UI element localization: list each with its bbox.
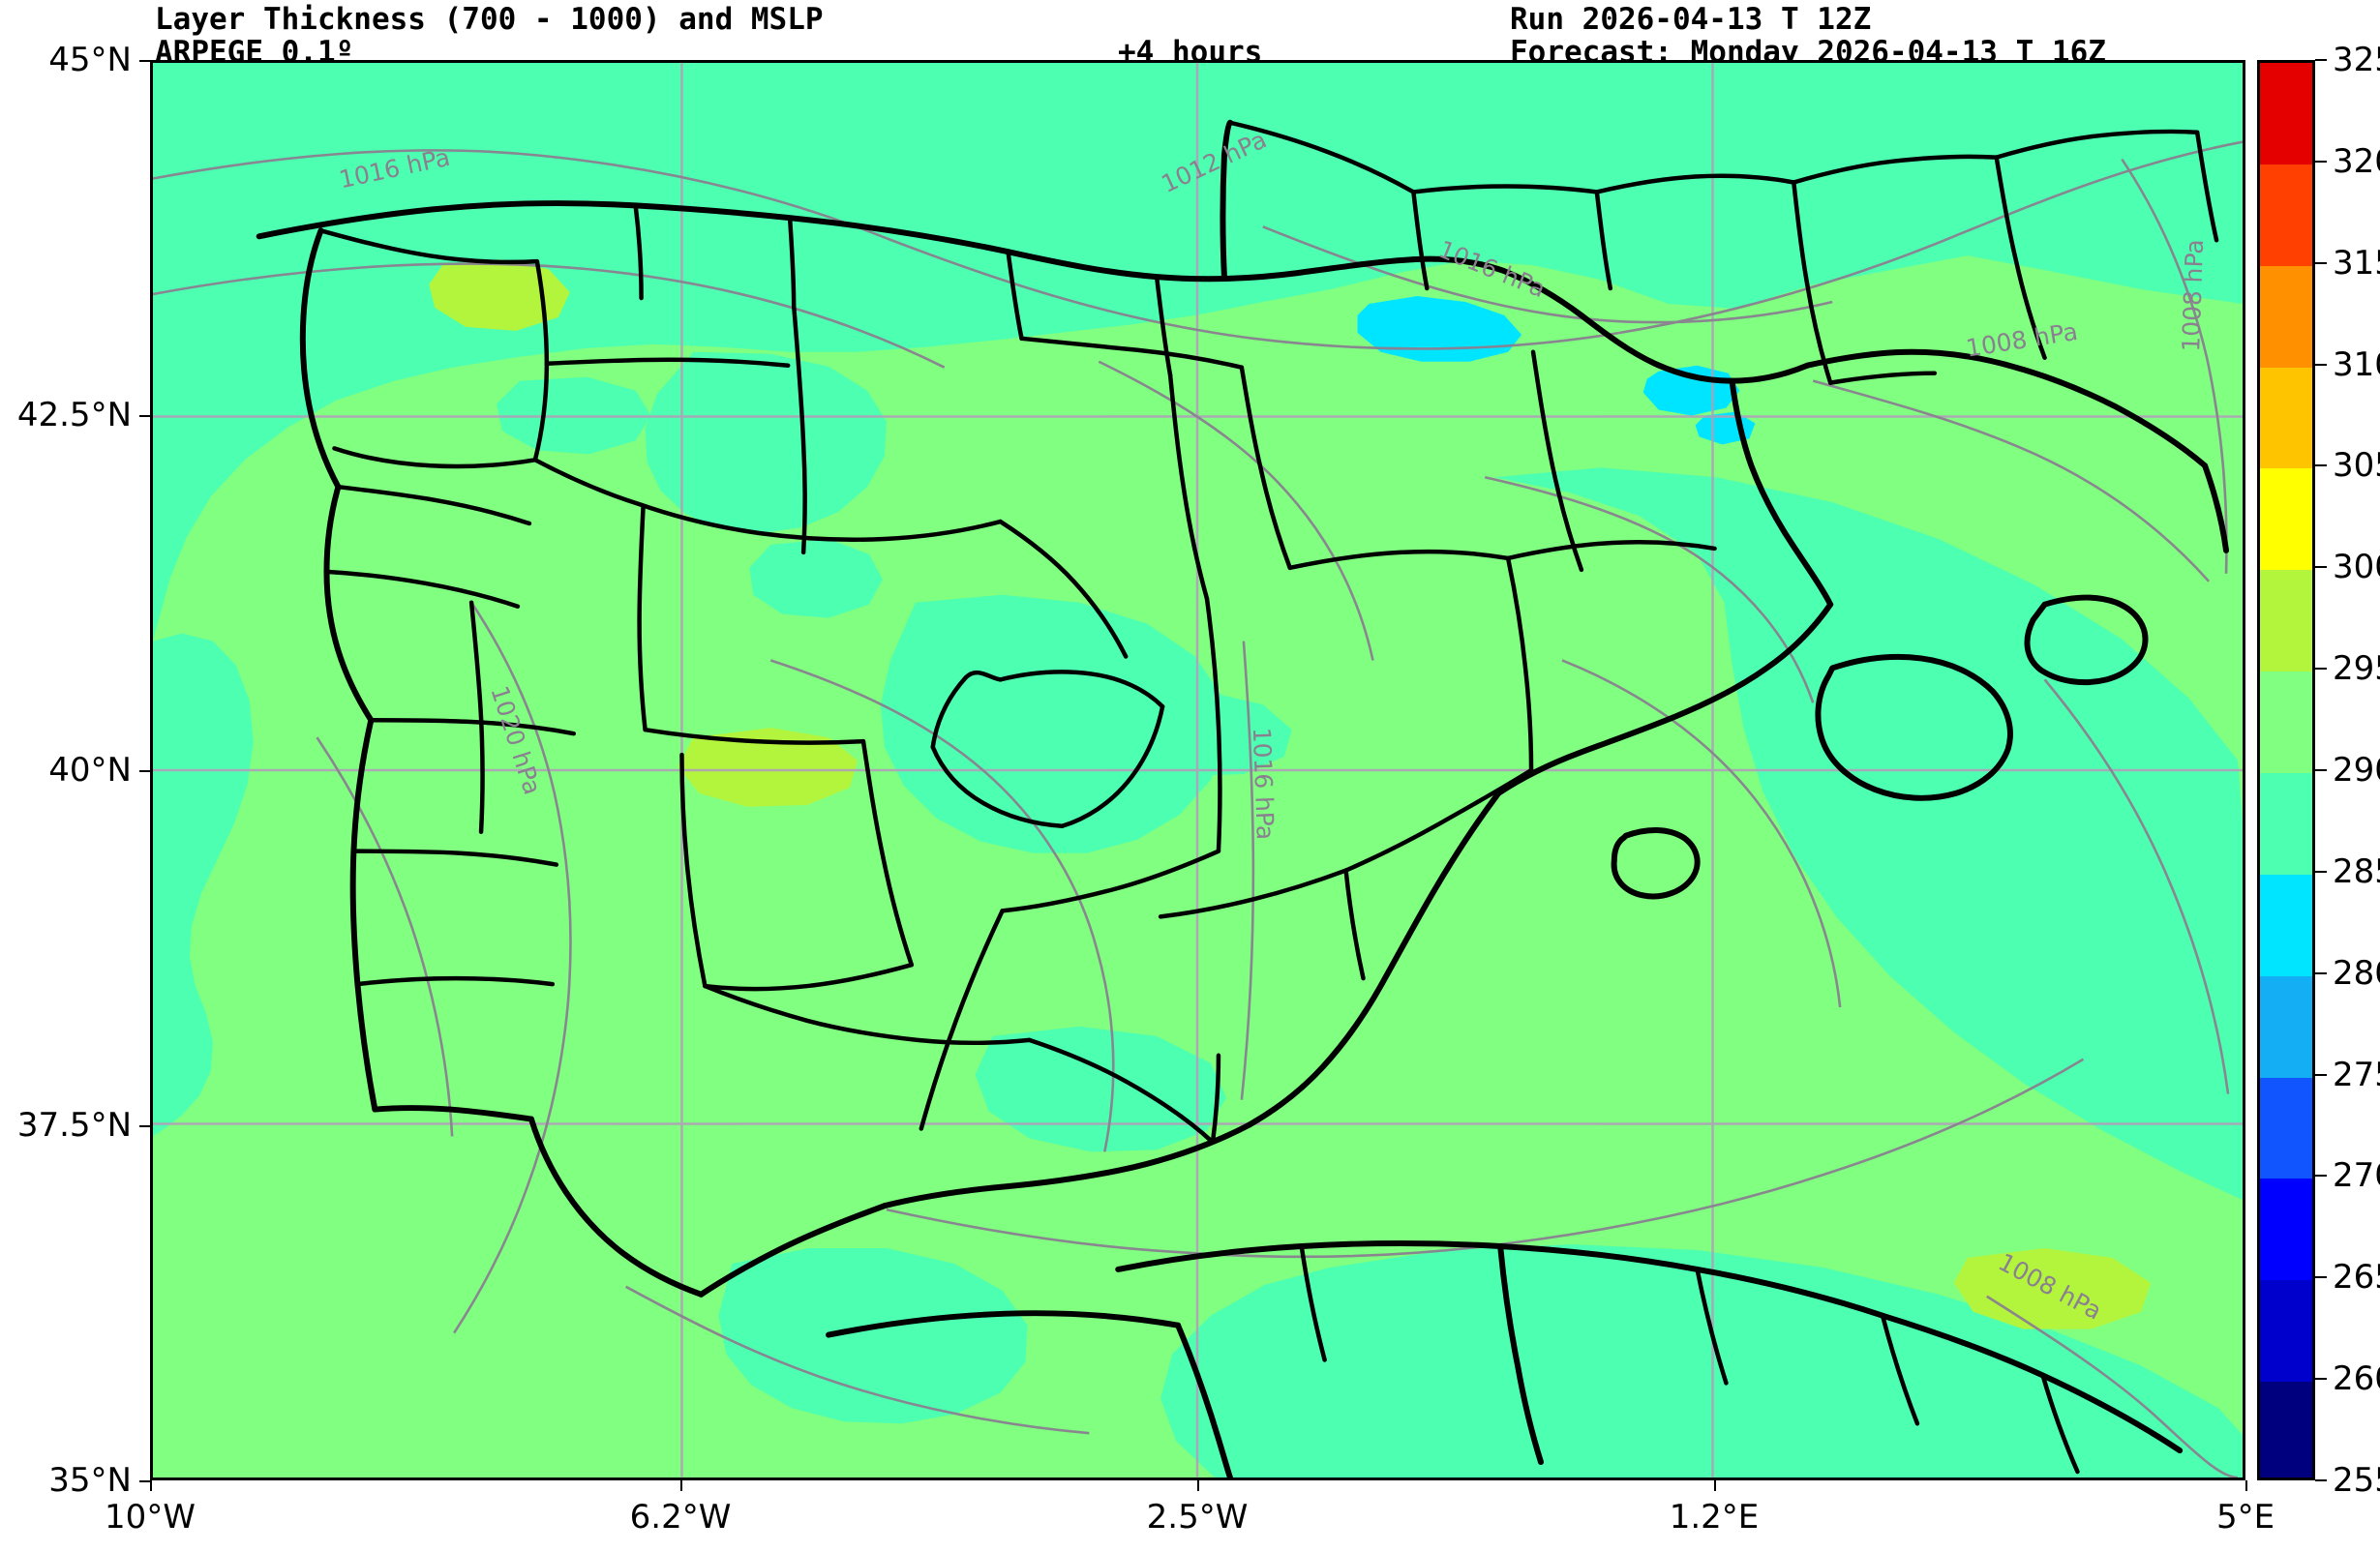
colorbar-tick-mark-320 bbox=[2315, 160, 2327, 163]
ytick-mark-375n bbox=[139, 1125, 150, 1127]
xtick-mark-5e bbox=[2245, 1480, 2247, 1491]
ytick-mark-425n bbox=[139, 415, 150, 417]
colorbar-tick-mark-290 bbox=[2315, 769, 2327, 771]
colorbar-band-310-315 bbox=[2260, 265, 2312, 368]
colorbar-tick-label-310: 310 bbox=[2333, 344, 2380, 384]
colorbar-band-295-300 bbox=[2260, 570, 2312, 672]
colorbar-tick-label-320: 320 bbox=[2333, 141, 2380, 181]
ytick-label-37-5n: 37.5°N bbox=[16, 1106, 132, 1145]
colorbar-tick-mark-310 bbox=[2315, 363, 2327, 366]
xtick-label-2-5w: 2.5°W bbox=[1146, 1498, 1249, 1537]
colorbar-tick-mark-270 bbox=[2315, 1175, 2327, 1178]
colorbar-tick-mark-275 bbox=[2315, 1073, 2327, 1076]
xtick-mark-10w bbox=[150, 1480, 152, 1491]
colorbar-tick-label-260: 260 bbox=[2333, 1359, 2380, 1399]
colorbar-tick-mark-300 bbox=[2315, 566, 2327, 569]
colorbar-tick-label-290: 290 bbox=[2333, 751, 2380, 790]
xtick-label-10w: 10°W bbox=[105, 1498, 196, 1537]
xtick-mark-62w bbox=[680, 1480, 682, 1491]
colorbar-tick-mark-285 bbox=[2315, 870, 2327, 873]
xtick-label-6-2w: 6.2°W bbox=[629, 1498, 732, 1537]
colorbar-tick-label-280: 280 bbox=[2333, 953, 2380, 993]
colorbar-tick-mark-260 bbox=[2315, 1378, 2327, 1381]
colorbar-band-315-320 bbox=[2260, 164, 2312, 266]
colorbar-band-275-280 bbox=[2260, 975, 2312, 1078]
colorbar-band-255-260 bbox=[2260, 1382, 2312, 1477]
colorbar-band-320-325 bbox=[2260, 63, 2312, 164]
colorbar-tick-mark-280 bbox=[2315, 971, 2327, 974]
colorbar-tick-label-255: 255 bbox=[2333, 1461, 2380, 1500]
colorbar-band-305-310 bbox=[2260, 367, 2312, 469]
svg-text:1008 hPa: 1008 hPa bbox=[2177, 239, 2209, 352]
run-timestamp-label: Run 2026-04-13 T 12Z bbox=[1510, 2, 1872, 37]
colorbar-tick-label-300: 300 bbox=[2333, 548, 2380, 587]
xtick-mark-25w bbox=[1197, 1480, 1199, 1491]
colorbar-band-280-285 bbox=[2260, 874, 2312, 976]
map-plot-area[interactable]: 1016 hPa 1012 hPa 1016 hPa 1008 hPa 1008… bbox=[150, 60, 2245, 1480]
map-contour-canvas: 1016 hPa 1012 hPa 1016 hPa 1008 hPa 1008… bbox=[153, 63, 2243, 1477]
colorbar-tick-label-285: 285 bbox=[2333, 851, 2380, 891]
ytick-label-40n: 40°N bbox=[48, 751, 132, 790]
colorbar-band-260-265 bbox=[2260, 1280, 2312, 1383]
ytick-label-35n: 35°N bbox=[48, 1461, 132, 1500]
colorbar-tick-mark-265 bbox=[2315, 1276, 2327, 1279]
xtick-mark-12e bbox=[1714, 1480, 1716, 1491]
colorbar-tick-label-270: 270 bbox=[2333, 1156, 2380, 1196]
colorbar-tick-label-275: 275 bbox=[2333, 1055, 2380, 1094]
xtick-label-1-2e: 1.2°E bbox=[1669, 1498, 1760, 1537]
colorbar-tick-mark-305 bbox=[2315, 464, 2327, 467]
colorbar-band-270-275 bbox=[2260, 1077, 2312, 1179]
colorbar-tick-mark-255 bbox=[2315, 1479, 2327, 1481]
colorbar[interactable] bbox=[2257, 60, 2315, 1480]
colorbar-tick-mark-295 bbox=[2315, 668, 2327, 671]
colorbar-band-265-270 bbox=[2260, 1179, 2312, 1281]
colorbar-tick-mark-325 bbox=[2315, 59, 2327, 61]
colorbar-tick-label-315: 315 bbox=[2333, 243, 2380, 283]
ytick-mark-40n bbox=[139, 770, 150, 772]
ytick-label-42-5n: 42.5°N bbox=[16, 396, 132, 434]
colorbar-tick-label-305: 305 bbox=[2333, 446, 2380, 486]
colorbar-tick-mark-315 bbox=[2315, 261, 2327, 264]
colorbar-tick-label-325: 325 bbox=[2333, 41, 2380, 79]
colorbar-tick-label-265: 265 bbox=[2333, 1258, 2380, 1298]
chart-title: Layer Thickness (700 - 1000) and MSLP bbox=[155, 2, 824, 37]
ytick-mark-45n bbox=[139, 60, 150, 62]
colorbar-band-285-290 bbox=[2260, 773, 2312, 875]
ytick-mark-35n bbox=[139, 1480, 150, 1482]
ytick-label-45n: 45°N bbox=[48, 41, 132, 79]
colorbar-tick-label-295: 295 bbox=[2333, 649, 2380, 689]
xtick-label-5e: 5°E bbox=[2215, 1498, 2275, 1537]
colorbar-band-300-305 bbox=[2260, 468, 2312, 571]
svg-text:1016 hPa: 1016 hPa bbox=[1248, 727, 1280, 840]
colorbar-band-290-295 bbox=[2260, 672, 2312, 773]
